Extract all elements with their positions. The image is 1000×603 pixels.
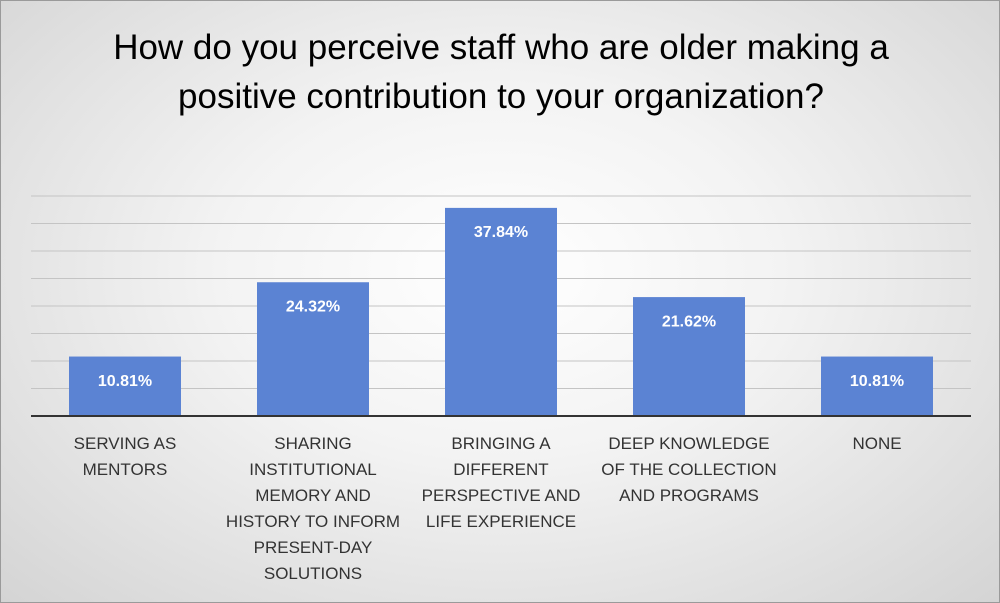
value-label: 24.32% <box>286 298 340 315</box>
chart-title: How do you perceive staff who are older … <box>113 28 889 116</box>
value-label: 37.84% <box>474 224 528 241</box>
x-tick-label: DEEP KNOWLEDGE OF THE COLLECTION AND PRO… <box>601 434 777 505</box>
bar <box>69 356 181 416</box>
value-label: 21.62% <box>662 313 716 330</box>
bar <box>821 356 933 416</box>
value-label: 10.81% <box>850 373 904 390</box>
x-tick-label: SHARING INSTITUTIONAL MEMORY AND HISTORY… <box>225 434 401 583</box>
x-tick-label: BRINGING A DIFFERENT PERSPECTIVE AND LIF… <box>421 434 581 531</box>
x-tick-label: NONE <box>852 434 902 453</box>
bar <box>633 297 745 416</box>
bar <box>257 282 369 416</box>
value-label: 10.81% <box>98 373 152 390</box>
bar <box>445 207 557 416</box>
x-tick-label: SERVING AS MENTORS <box>73 434 177 479</box>
